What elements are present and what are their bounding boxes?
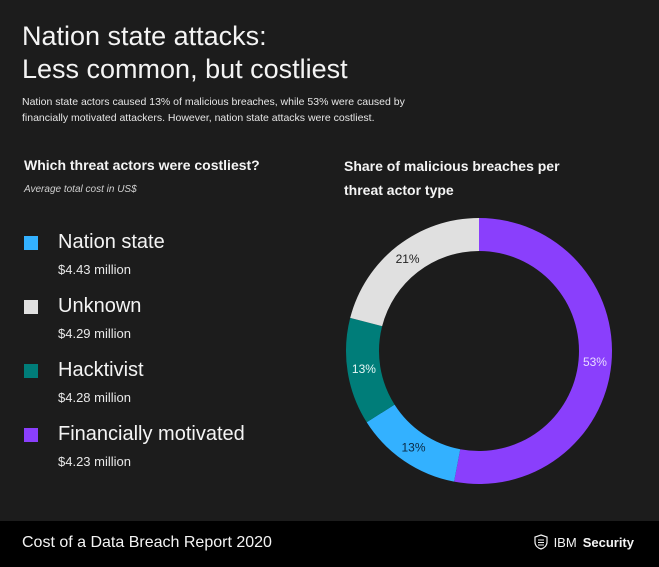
- share-heading-line-2: threat actor type: [344, 182, 454, 198]
- brand-ibm: IBM: [553, 534, 577, 550]
- legend-item-unknown: Unknown $4.29 million: [24, 293, 314, 357]
- donut-slice-nation-state: [366, 404, 461, 482]
- donut-label-nation-state: 13%: [402, 440, 426, 454]
- page-title: Nation state attacks: Less common, but c…: [22, 20, 542, 86]
- title-line-2: Less common, but costliest: [22, 54, 348, 84]
- cost-legend: Nation state $4.43 million Unknown $4.29…: [24, 229, 314, 485]
- legend-value: $4.28 million: [58, 390, 131, 405]
- costliest-subheading: Average total cost in US$: [24, 184, 137, 195]
- footer-bar: Cost of a Data Breach Report 2020 IBM Se…: [0, 521, 659, 567]
- donut-chart: 53% 13% 13% 21%: [346, 218, 612, 484]
- legend-swatch: [24, 364, 38, 378]
- page-subtitle: Nation state actors caused 13% of malici…: [22, 94, 442, 126]
- legend-name: Financially motivated: [58, 423, 245, 445]
- share-heading: Share of malicious breaches per threat a…: [344, 154, 604, 202]
- donut-slice-hacktivist: [346, 317, 395, 423]
- legend-name: Nation state: [58, 231, 165, 253]
- legend-swatch: [24, 428, 38, 442]
- report-title: Cost of a Data Breach Report 2020: [22, 534, 272, 551]
- share-heading-line-1: Share of malicious breaches per: [344, 158, 560, 174]
- shield-icon: [533, 534, 548, 550]
- ibm-security-logo: IBM Security: [533, 534, 634, 550]
- subtitle-line-1: Nation state actors caused 13% of malici…: [22, 96, 405, 108]
- subtitle-line-2: financially motivated attackers. However…: [22, 112, 375, 124]
- legend-swatch: [24, 300, 38, 314]
- donut-slice-unknown: [350, 218, 479, 327]
- legend-item-nation-state: Nation state $4.43 million: [24, 229, 314, 293]
- donut-slice-financially-motivated: [454, 218, 612, 484]
- legend-name: Hacktivist: [58, 359, 144, 381]
- legend-item-financially-motivated: Financially motivated $4.23 million: [24, 421, 314, 485]
- legend-value: $4.29 million: [58, 326, 131, 341]
- legend-value: $4.23 million: [58, 454, 131, 469]
- legend-item-hacktivist: Hacktivist $4.28 million: [24, 357, 314, 421]
- legend-name: Unknown: [58, 295, 142, 317]
- costliest-heading: Which threat actors were costliest?: [24, 157, 260, 173]
- title-line-1: Nation state attacks:: [22, 21, 267, 51]
- donut-label-hacktivist: 13%: [352, 362, 376, 376]
- brand-security: Security: [582, 534, 634, 550]
- donut-label-financially-motivated: 53%: [583, 355, 607, 369]
- legend-value: $4.43 million: [58, 262, 131, 277]
- legend-swatch: [24, 236, 38, 250]
- donut-label-unknown: 21%: [396, 252, 420, 266]
